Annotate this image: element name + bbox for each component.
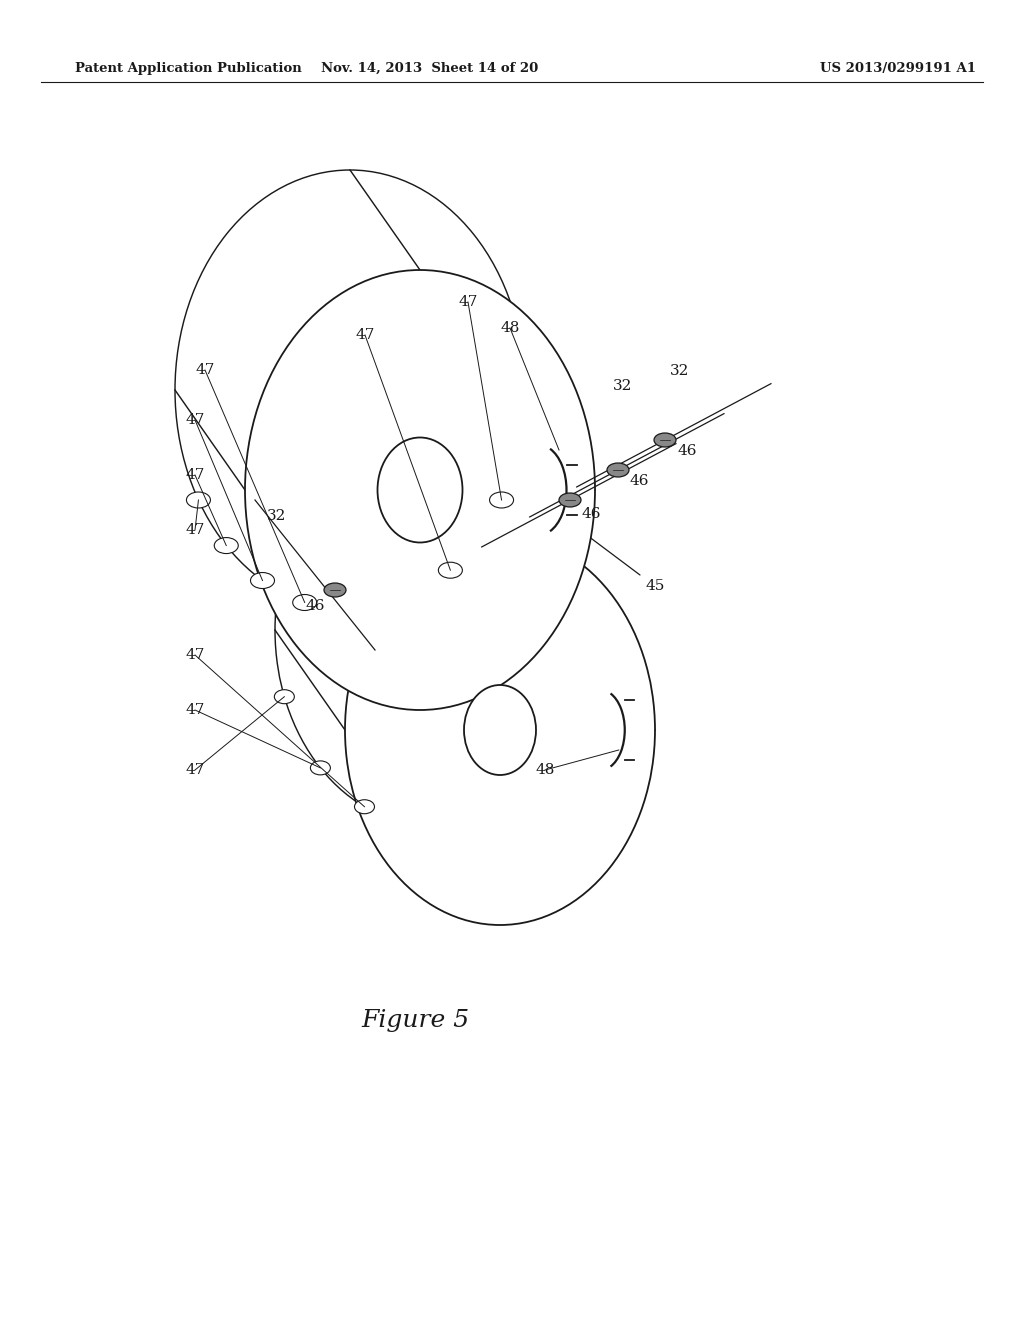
Text: US 2013/0299191 A1: US 2013/0299191 A1 xyxy=(820,62,976,75)
Ellipse shape xyxy=(464,685,536,775)
Text: Patent Application Publication: Patent Application Publication xyxy=(75,62,302,75)
Text: 48: 48 xyxy=(501,321,520,335)
Ellipse shape xyxy=(214,537,239,553)
Text: 32: 32 xyxy=(267,510,287,523)
Ellipse shape xyxy=(310,760,331,775)
Text: Figure 5: Figure 5 xyxy=(360,1008,469,1031)
Text: 46: 46 xyxy=(678,444,697,458)
Text: Nov. 14, 2013  Sheet 14 of 20: Nov. 14, 2013 Sheet 14 of 20 xyxy=(322,62,539,75)
Text: 47: 47 xyxy=(196,363,215,378)
Text: 47: 47 xyxy=(185,648,205,663)
Text: 46: 46 xyxy=(582,507,601,521)
Text: 47: 47 xyxy=(185,704,205,717)
Text: 46: 46 xyxy=(305,599,325,612)
Ellipse shape xyxy=(559,492,581,507)
Text: 32: 32 xyxy=(670,364,689,378)
Text: 47: 47 xyxy=(185,413,205,426)
Text: 47: 47 xyxy=(355,327,375,342)
Ellipse shape xyxy=(654,433,676,447)
Text: 47: 47 xyxy=(459,294,477,309)
Text: 47: 47 xyxy=(185,523,205,537)
Text: 45: 45 xyxy=(584,532,665,593)
Ellipse shape xyxy=(607,463,629,477)
Ellipse shape xyxy=(251,573,274,589)
Text: 47: 47 xyxy=(185,469,205,482)
Ellipse shape xyxy=(489,492,514,508)
Ellipse shape xyxy=(345,535,655,925)
Ellipse shape xyxy=(274,689,294,704)
Ellipse shape xyxy=(245,271,595,710)
Ellipse shape xyxy=(186,492,211,508)
Ellipse shape xyxy=(378,437,463,543)
Ellipse shape xyxy=(324,583,346,597)
Text: 48: 48 xyxy=(536,763,555,777)
Ellipse shape xyxy=(293,594,316,611)
Text: 32: 32 xyxy=(613,379,633,393)
Text: 46: 46 xyxy=(630,474,649,488)
Ellipse shape xyxy=(438,562,463,578)
Text: 47: 47 xyxy=(185,763,205,777)
Ellipse shape xyxy=(354,800,375,813)
